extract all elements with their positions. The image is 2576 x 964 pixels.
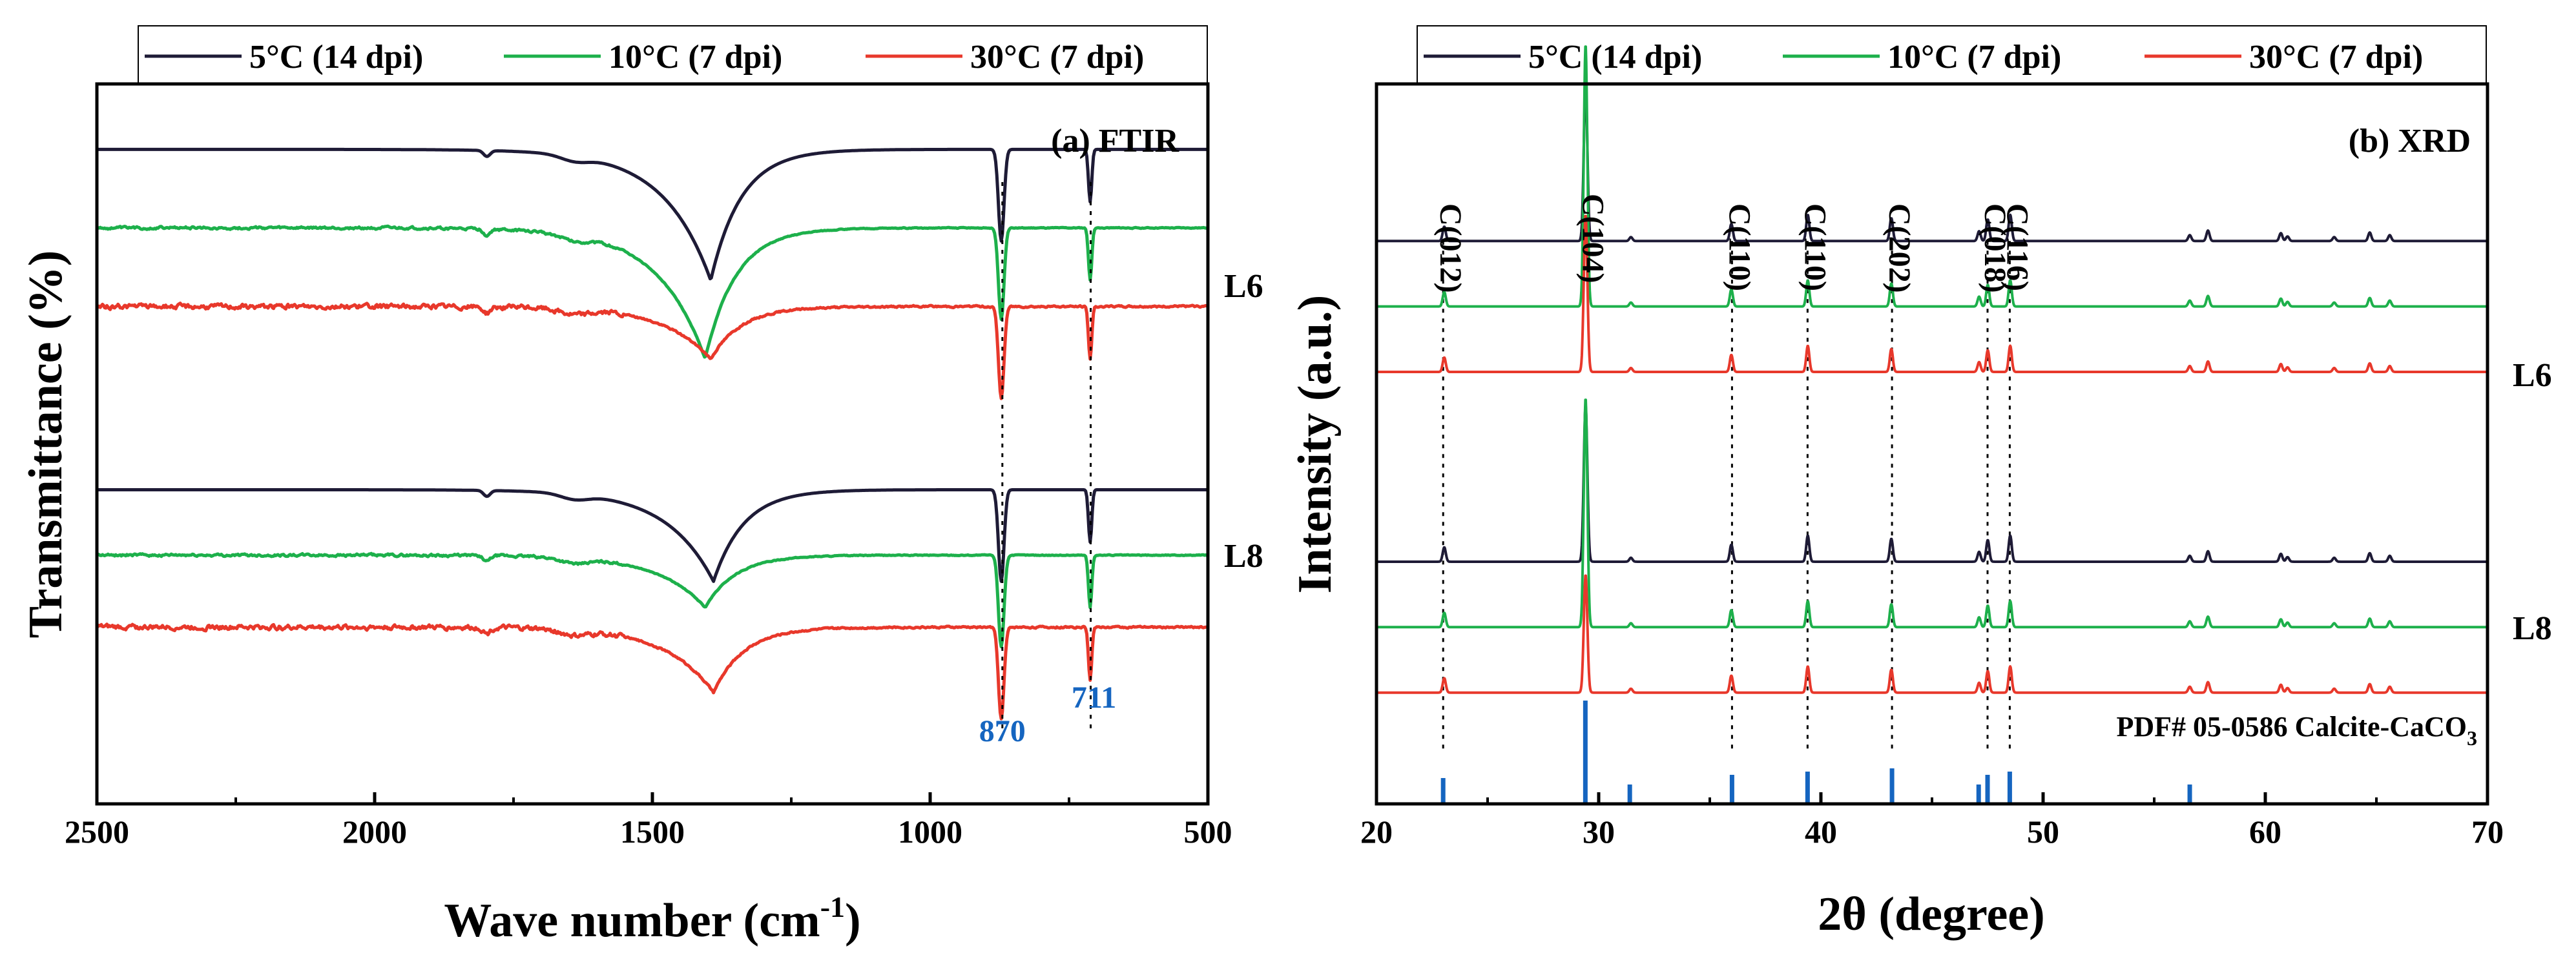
- ftir-series-l6-10-c-7-dpi: [96, 224, 1209, 359]
- xrd-reference-label-main: PDF# 05-0586 Calcite-CaCO: [2116, 711, 2467, 743]
- ftir-x-axis-title-end: ): [845, 894, 861, 947]
- xrd-x-tick-label-40: 40: [1805, 814, 1837, 850]
- xrd-x-tick-label-50: 50: [2027, 814, 2059, 850]
- ftir-x-axis-title: Wave number (cm-1): [444, 890, 860, 947]
- ftir-series-l8-5-c-14-dpi: [96, 488, 1209, 583]
- xrd-hkl-label-3: C(110): [1798, 203, 1832, 291]
- ftir-group-label-l6: L6: [1224, 268, 1263, 305]
- xrd-panel-title: (b) XRD: [2349, 123, 2471, 159]
- xrd-series-l6-10-c-7-dpi: [1375, 45, 2488, 308]
- xrd-legend: 5°C (14 dpi) 10°C (7 dpi) 30°C (7 dpi): [1417, 25, 2487, 85]
- ftir-legend-10c: 10°C (7 dpi): [608, 39, 782, 76]
- ftir-peak-guides: 870 711: [979, 182, 1116, 748]
- xrd-x-tick-label-30: 30: [1583, 814, 1615, 850]
- xrd-panel: 5°C (14 dpi) 10°C (7 dpi) 30°C (7 dpi) C…: [1289, 25, 2552, 941]
- xrd-x-tick-label-70: 70: [2471, 814, 2504, 850]
- xrd-hkl-label-4: C(202): [1882, 203, 1916, 293]
- xrd-series-l6-30-c-7-dpi: [1375, 214, 2488, 373]
- xrd-reference-label: PDF# 05-0586 Calcite-CaCO3: [2116, 711, 2477, 750]
- ftir-series-l8-10-c-7-dpi: [96, 551, 1209, 649]
- xrd-legend-box: [1417, 25, 2487, 85]
- ftir-legend: 5°C (14 dpi) 10°C (7 dpi) 30°C (7 dpi): [138, 25, 1208, 85]
- ftir-legend-30c: 30°C (7 dpi): [970, 39, 1144, 76]
- ftir-legend-box: [138, 25, 1208, 85]
- xrd-hkl-label-5: C(018): [1978, 203, 2012, 293]
- ftir-series-l8-30-c-7-dpi: [96, 622, 1209, 721]
- xrd-x-ticks: 20 30 40 50 60 70: [1360, 792, 2504, 850]
- xrd-hkl-labels: C(012) C(104) C(110) C(110) C(202) C(018)C(11…: [1433, 194, 2034, 293]
- xrd-series-l8-5-c-14-dpi: [1375, 404, 2488, 563]
- xrd-y-axis-title: Intensity (a.u.): [1289, 295, 1342, 594]
- xrd-legend-30c: 30°C (7 dpi): [2249, 39, 2423, 76]
- xrd-x-axis-title: 2θ (degree): [1818, 888, 2045, 941]
- xrd-hkl-label-6: C(116): [2000, 203, 2034, 291]
- xrd-hkl-label-2: C(110): [1722, 203, 1756, 291]
- xrd-curves: [1375, 45, 2488, 694]
- ftir-x-tick-label-1500: 1500: [620, 814, 685, 850]
- xrd-group-label-l6: L6: [2513, 357, 2552, 394]
- ftir-x-tick-label-1000: 1000: [898, 814, 962, 850]
- ftir-x-tick-label-2000: 2000: [342, 814, 407, 850]
- ftir-x-ticks: 2500 2000 1500 1000 500: [65, 792, 1232, 850]
- ftir-series-l6-5-c-14-dpi: [96, 147, 1209, 281]
- xrd-group-label-l8: L8: [2513, 610, 2552, 647]
- xrd-x-tick-label-60: 60: [2249, 814, 2281, 850]
- ftir-x-axis-title-sup: -1: [820, 890, 845, 923]
- ftir-x-axis-title-main: Wave number (cm: [444, 894, 820, 947]
- xrd-hkl-label-1: C(104): [1575, 194, 1610, 283]
- xrd-legend-10c: 10°C (7 dpi): [1887, 39, 2061, 76]
- ftir-curves: [95, 147, 1209, 721]
- ftir-peak-label-711: 711: [1072, 681, 1116, 715]
- xrd-peak-guides: [1442, 241, 2011, 752]
- xrd-reference-label-sub: 3: [2467, 726, 2477, 750]
- xrd-x-tick-label-20: 20: [1360, 814, 1393, 850]
- xrd-series-l8-30-c-7-dpi: [1375, 574, 2488, 694]
- ftir-y-axis-title: Transmittance (%): [19, 251, 72, 639]
- ftir-peak-label-870: 870: [979, 714, 1026, 748]
- ftir-x-tick-label-500: 500: [1184, 814, 1232, 850]
- xrd-series-l8-10-c-7-dpi: [1375, 398, 2488, 629]
- ftir-x-tick-label-2500: 2500: [65, 814, 129, 850]
- ftir-panel: 5°C (14 dpi) 10°C (7 dpi) 30°C (7 dpi) 8…: [19, 25, 1263, 947]
- ftir-group-label-l8: L8: [1224, 538, 1263, 575]
- ftir-legend-5c: 5°C (14 dpi): [249, 39, 423, 76]
- ftir-panel-title: (a) FTIR: [1051, 123, 1179, 159]
- xrd-hkl-label-0: C(012): [1433, 203, 1468, 293]
- xrd-legend-5c: 5°C (14 dpi): [1528, 39, 1702, 76]
- xrd-series-l6-5-c-14-dpi: [1375, 83, 2488, 243]
- ftir-series-l6-30-c-7-dpi: [95, 302, 1209, 400]
- xrd-reference-lines: [1440, 701, 2192, 804]
